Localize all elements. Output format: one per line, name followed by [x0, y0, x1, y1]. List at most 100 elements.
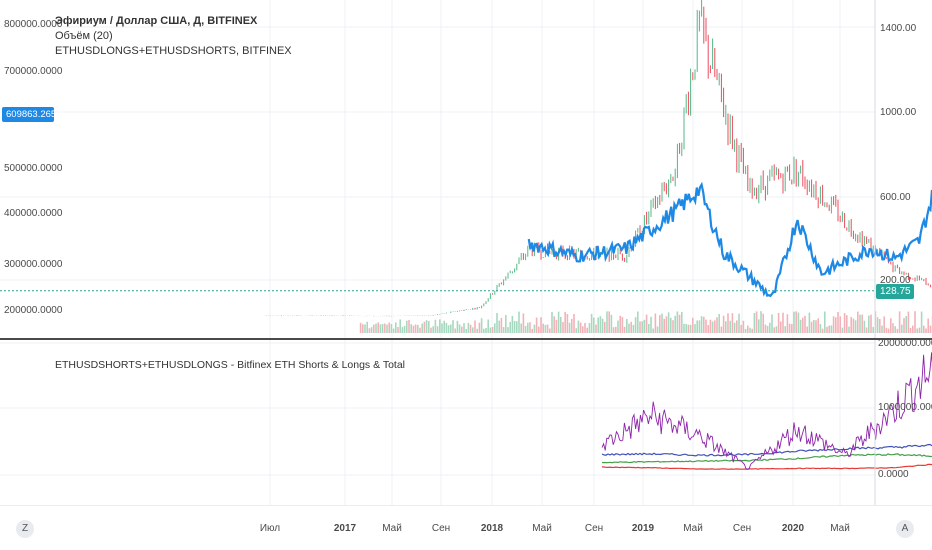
main-legend: Эфириум / Доллар США, Д, BITFINEX Объём …: [55, 14, 292, 59]
volume-bar: [832, 316, 835, 333]
indicator-chart[interactable]: 2000000.0000 1000000.0000 0.0000: [0, 340, 932, 505]
volume-bar: [469, 324, 472, 333]
volume-bar: [771, 314, 773, 333]
volume-bar: [830, 325, 833, 333]
volume-bar: [529, 322, 531, 333]
volume-bar: [883, 316, 885, 333]
volume-bar: [590, 313, 593, 333]
indicator-legend[interactable]: ETHUSDSHORTS+ETHUSDLONGS - Bitfinex ETH …: [55, 359, 406, 371]
volume-bar: [619, 315, 621, 333]
volume-bar: [769, 322, 771, 333]
price-chart[interactable]: 800000.0000 700000.0000 500000.0000 400000.…: [0, 0, 932, 338]
volume-bar: [896, 328, 899, 333]
volume-bar: [738, 313, 740, 333]
volume-bar: [502, 327, 505, 333]
volume-bar: [593, 317, 595, 333]
volume-bar: [557, 311, 560, 333]
volume-bar: [359, 322, 362, 333]
time-axis-label: Сен: [733, 523, 751, 534]
volume-bar: [408, 320, 410, 333]
volume-bar: [791, 324, 793, 333]
time-axis-label: 2020: [782, 523, 805, 534]
volume-bar: [454, 328, 456, 333]
volume-bar: [843, 313, 846, 333]
zoom-button[interactable]: Z: [16, 520, 34, 538]
volume-bar: [762, 313, 764, 333]
left-axis-label: 700000.0000: [4, 66, 63, 77]
volume-bar: [425, 320, 428, 333]
volume-bar: [452, 320, 454, 333]
volume-bar: [905, 316, 907, 333]
volume-bar: [544, 324, 547, 333]
volume-bar: [608, 311, 610, 333]
volume-bar: [626, 319, 628, 333]
volume-bar: [912, 325, 914, 333]
volume-bar: [575, 328, 577, 333]
indicator-grid: [0, 340, 875, 505]
volume-bar: [518, 311, 520, 333]
left-axis-label: 300000.0000: [4, 259, 63, 270]
volume-bar: [758, 319, 760, 333]
volume-bar: [835, 317, 837, 333]
volume-bar: [604, 321, 606, 333]
left-axis-label: 500000.0000: [4, 163, 63, 174]
volume-bar: [628, 323, 630, 333]
volume-bar: [522, 313, 525, 333]
volume-bar: [804, 315, 806, 333]
right-axis-label: 600.00: [880, 192, 911, 203]
time-axis[interactable]: Июл 2017 Май Сен 2018 Май Сен 2019 Май Сен 2020 Май: [0, 505, 932, 550]
volume-bar: [784, 326, 786, 333]
volume-bar: [582, 326, 584, 333]
volume-bar: [474, 320, 476, 333]
volume-bar: [489, 327, 492, 333]
volume-bar: [870, 314, 872, 333]
volume-bar: [648, 324, 650, 333]
volume-bar: [652, 328, 654, 333]
auto-scale-button[interactable]: A: [896, 520, 914, 538]
volume-bar: [465, 328, 467, 333]
volume-bar: [549, 328, 551, 333]
volume-bar: [397, 326, 399, 333]
volume-bar: [562, 322, 564, 333]
volume-bar: [859, 314, 861, 333]
volume-bar: [472, 327, 474, 333]
volume-bar: [601, 318, 604, 333]
volume-bar: [808, 312, 811, 333]
overlay-indicator-label[interactable]: ETHUSDLONGS+ETHUSDSHORTS, BITFINEX: [55, 45, 292, 57]
volume-bar: [467, 322, 470, 333]
volume-bar: [670, 317, 672, 333]
volume-bar: [637, 311, 639, 333]
volume-bar: [610, 314, 613, 333]
volume-bar: [461, 326, 463, 333]
volume-bar: [566, 314, 569, 333]
volume-bar: [641, 321, 643, 333]
volume-bar: [782, 312, 784, 333]
volume-bar: [406, 320, 408, 333]
volume-bar: [714, 320, 716, 333]
left-value-axis: 800000.0000 700000.0000 500000.0000 400000.…: [4, 19, 63, 316]
volume-bar: [509, 321, 511, 333]
volume-bar: [463, 323, 465, 333]
volume-bar: [672, 320, 674, 333]
volume-bar: [727, 313, 729, 333]
volume-bar: [430, 327, 432, 333]
pane-separator[interactable]: [0, 338, 932, 340]
volume-bar: [524, 325, 527, 333]
volume-bar: [852, 318, 855, 333]
volume-bar: [579, 322, 582, 333]
volume-bar: [491, 326, 494, 333]
symbol-title[interactable]: Эфириум / Доллар США, Д, BITFINEX: [55, 15, 258, 27]
volume-bar: [806, 326, 808, 333]
volume-bar: [617, 320, 619, 333]
volume-bar: [439, 319, 441, 333]
volume-bar: [441, 323, 443, 333]
volume-bar: [588, 323, 591, 333]
volume-bar: [698, 320, 701, 333]
indicator-axis-label: 1000000.0000: [878, 402, 932, 413]
volume-bar: [584, 322, 586, 333]
volume-indicator-label[interactable]: Объём (20): [55, 30, 113, 42]
volume-bar: [901, 324, 903, 333]
volume-bar: [826, 326, 828, 333]
volume-bar: [384, 323, 386, 333]
volume-bar: [527, 322, 529, 333]
